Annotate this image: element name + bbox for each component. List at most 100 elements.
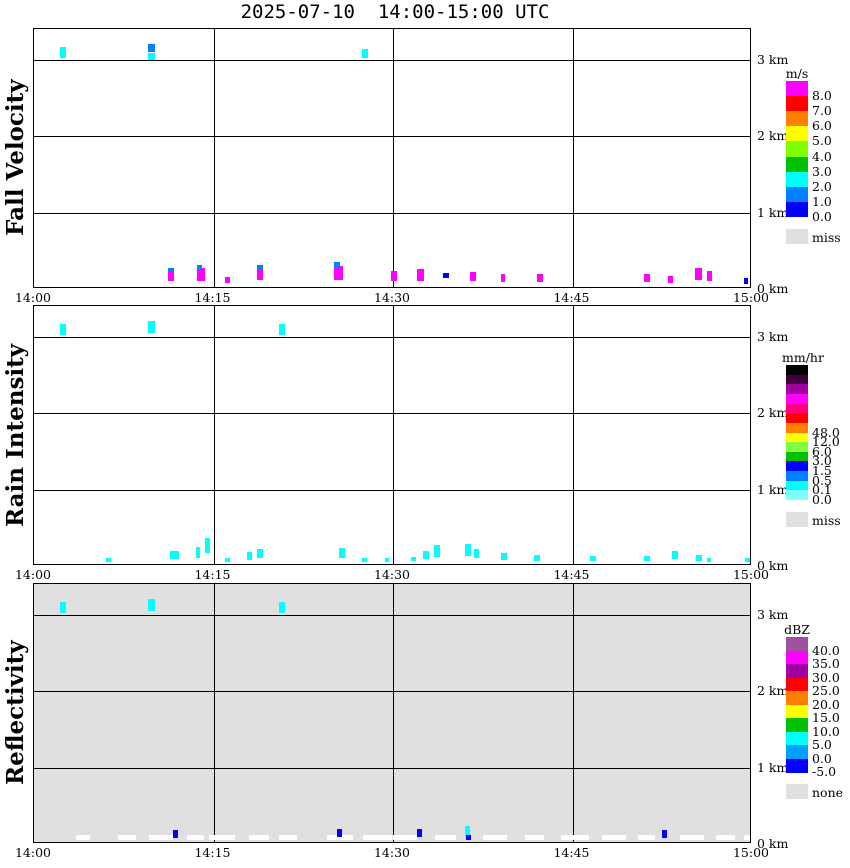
colorbar-band xyxy=(786,461,808,472)
time-tick-label: 14:00 xyxy=(14,567,52,582)
time-tick-label: 14:30 xyxy=(373,567,411,582)
data-cell xyxy=(195,546,201,558)
altitude-tick-label: 1 km xyxy=(757,204,789,220)
data-cell xyxy=(208,834,236,841)
colorbar-unit-label: m/s xyxy=(785,66,809,81)
colorbar-tick-label: 35.0 xyxy=(812,656,840,671)
data-cell xyxy=(482,834,507,841)
gridline-horizontal xyxy=(34,136,750,137)
colorbar-tick-label: 0.1 xyxy=(812,482,832,498)
data-cell xyxy=(465,834,471,841)
time-tick-label: 14:45 xyxy=(553,290,590,305)
colorbar-missing-label: none xyxy=(812,785,844,800)
colorbar-band xyxy=(786,664,808,678)
time-tick-label: 14:30 xyxy=(373,290,411,305)
data-cell xyxy=(384,558,390,563)
data-cell xyxy=(743,278,749,284)
colorbar-band xyxy=(786,403,808,414)
data-cell xyxy=(644,556,651,562)
colorbar-band xyxy=(786,96,808,112)
time-tick-label: 14:15 xyxy=(194,845,231,860)
colorbar-tick-label: 1.5 xyxy=(812,463,832,479)
time-tick-label: 14:15 xyxy=(194,567,231,582)
data-cell xyxy=(334,262,341,267)
colorbar-band xyxy=(786,432,808,443)
colorbar-band xyxy=(786,691,808,705)
colorbar-band xyxy=(786,201,808,218)
colorbar-band xyxy=(786,758,808,773)
plot-area-rain-intensity[interactable] xyxy=(33,305,751,565)
colorbar-band xyxy=(786,745,808,759)
data-cell xyxy=(744,558,750,563)
colorbar-band xyxy=(786,718,808,732)
colorbar-band xyxy=(786,451,808,462)
colorbar-band xyxy=(786,365,808,376)
colorbar-band xyxy=(786,480,808,491)
data-cell xyxy=(416,269,425,281)
data-cell xyxy=(590,556,597,562)
data-cell xyxy=(148,834,173,841)
data-cell xyxy=(524,834,544,841)
colorbar-band xyxy=(786,650,808,665)
data-cell xyxy=(716,834,736,841)
data-cell xyxy=(560,834,590,841)
data-cell xyxy=(60,602,67,614)
colorbar-band xyxy=(786,490,808,501)
data-cell xyxy=(393,834,417,841)
gridline-horizontal xyxy=(34,413,750,414)
gridline-vertical xyxy=(214,29,215,287)
data-cell xyxy=(743,834,750,841)
altitude-tick-label: 1 km xyxy=(757,481,789,497)
colorbar-tick-label: 5.0 xyxy=(812,737,832,752)
axis-label-reflectivity: Reflectivity xyxy=(2,640,29,786)
altitude-tick-label: 0 km xyxy=(757,836,789,851)
plot-area-reflectivity[interactable] xyxy=(33,583,751,843)
time-tick-label: 14:30 xyxy=(373,845,411,860)
data-cell xyxy=(117,834,136,841)
data-cell xyxy=(638,834,656,841)
figure-title: 2025-07-10 14:00-15:00 UTC xyxy=(240,1,550,23)
colorbar-strip xyxy=(786,365,808,501)
altitude-tick-label: 3 km xyxy=(757,328,789,344)
colorbar-band xyxy=(786,677,808,692)
colorbar-band xyxy=(786,384,808,395)
gridline-horizontal xyxy=(34,768,750,769)
data-cell xyxy=(147,598,155,611)
colorbar-tick-label: 12.0 xyxy=(812,434,840,450)
gridline-horizontal xyxy=(34,60,750,61)
colorbar-band xyxy=(786,637,808,651)
gridline-horizontal xyxy=(34,490,750,491)
data-cell xyxy=(602,834,627,841)
gridline-vertical xyxy=(393,584,394,842)
data-cell xyxy=(469,272,476,282)
data-cell xyxy=(256,265,263,270)
data-cell xyxy=(327,834,354,841)
altitude-tick-label: 0 km xyxy=(757,281,789,296)
data-cell xyxy=(680,834,705,841)
plot-background xyxy=(34,584,750,842)
data-cell xyxy=(170,550,179,560)
colorbar-tick-label: 4.0 xyxy=(812,148,832,164)
time-tick-label: 14:45 xyxy=(553,567,590,582)
colorbar-strip xyxy=(786,81,808,218)
plot-area-fall-velocity[interactable] xyxy=(33,28,751,288)
data-cell xyxy=(256,549,263,559)
colorbar-band xyxy=(786,413,808,424)
colorbar-tick-label: 40.0 xyxy=(812,642,840,658)
data-cell xyxy=(534,554,541,561)
colorbar-missing-swatch xyxy=(786,229,808,244)
plot-background xyxy=(34,306,750,564)
colorbar-tick-label: 5.0 xyxy=(812,133,832,149)
gridline-horizontal xyxy=(34,337,750,338)
altitude-tick-label: 0 km xyxy=(757,558,789,573)
data-cell xyxy=(247,552,252,560)
colorbar-missing-label: miss xyxy=(812,230,841,245)
data-cell xyxy=(671,551,678,560)
colorbar-band xyxy=(786,81,808,97)
data-cell xyxy=(249,834,269,841)
colorbar-band xyxy=(786,704,808,719)
data-cell xyxy=(225,276,231,283)
data-cell xyxy=(205,537,210,553)
gridline-horizontal xyxy=(34,615,750,616)
